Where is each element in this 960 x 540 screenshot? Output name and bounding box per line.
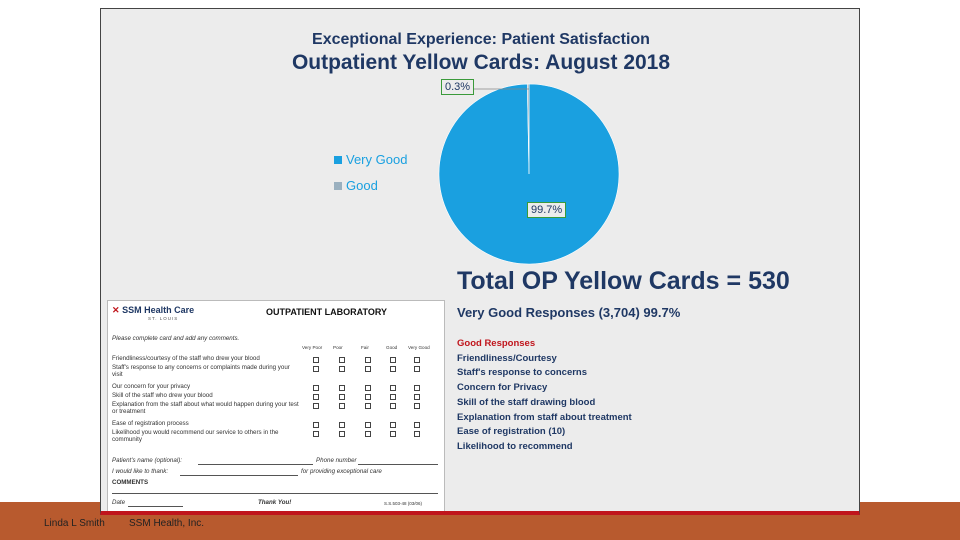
card-phone-label: Phone number [316,457,357,464]
card-checkbox [414,394,420,400]
card-checkbox [365,422,371,428]
col-fair: Fair [361,345,369,350]
card-phone-line [358,464,438,465]
col-poor: Poor [333,345,343,350]
card-date-line [128,506,183,507]
good-item: Concern for Privacy [457,382,548,394]
survey-card-image: ✕ SSM Health Care ST. LOUIS OUTPATIENT L… [107,300,445,511]
card-checkbox [365,385,371,391]
legend-swatch-good [334,181,342,190]
slide-title: Outpatient Yellow Cards: August 2018 [291,51,671,74]
card-checkbox [339,403,345,409]
good-responses-heading: Good Responses [457,338,536,349]
card-checkbox [365,357,371,363]
card-checkbox [313,431,319,437]
card-checkbox [313,422,319,428]
card-checkbox [339,422,345,428]
card-checkbox [339,394,345,400]
slide: Exceptional Experience: Patient Satisfac… [100,8,860,515]
card-checkbox [414,431,420,437]
pie-chart [438,83,620,265]
card-question: Staff's response to any concerns or comp… [112,364,290,378]
card-question: Our concern for your privacy [112,383,191,390]
footer-org: SSM Health, Inc. [129,518,205,529]
footer-author: Linda L Smith [44,518,105,529]
card-thank-label: I would like to thank: [112,468,169,475]
card-checkbox [365,366,371,372]
card-thank-suffix: for providing exceptional care [301,468,382,475]
card-question: Skill of the staff who drew your blood [112,392,213,399]
card-question: Ease of registration process [112,420,189,427]
card-checkbox [339,431,345,437]
card-checkbox [390,357,396,363]
card-checkbox [313,357,319,363]
legend-item-very-good: Very Good [334,152,407,167]
card-form-code: S.S.503-48 (03/06) [384,501,423,506]
card-question: Likelihood you would recommend our servi… [112,429,279,443]
very-good-responses: Very Good Responses (3,704) 99.7% [457,305,681,320]
card-checkbox [414,366,420,372]
card-checkbox [339,357,345,363]
card-checkbox [390,385,396,391]
good-item: Ease of registration (10) [457,426,566,438]
card-checkbox [365,403,371,409]
pie-slice-good [526,83,530,175]
card-location: ST. LOUIS [148,316,179,321]
slide-supertitle: Exceptional Experience: Patient Satisfac… [312,31,650,48]
card-checkbox [414,422,420,428]
card-checkbox [365,394,371,400]
card-thanks: Thank You! [258,499,292,506]
card-checkbox [390,394,396,400]
good-item: Friendliness/Courtesy [457,352,557,364]
card-date-label: Date [112,499,126,506]
card-checkbox [339,366,345,372]
card-checkbox [414,357,420,363]
card-comments-label: COMMENTS [112,479,149,486]
card-checkbox [414,403,420,409]
card-checkbox [339,385,345,391]
ssm-logo: ✕ SSM Health Care [112,305,195,315]
card-question: Friendliness/courtesy of the staff who d… [112,355,260,362]
legend-label-very-good: Very Good [346,152,408,167]
col-good: Good [386,345,398,350]
good-item: Staff's response to concerns [457,367,588,379]
card-name-line [198,464,313,465]
card-checkbox [313,385,319,391]
card-checkbox [390,403,396,409]
legend-item-good: Good [334,178,378,193]
card-title: OUTPATIENT LABORATORY [266,307,387,317]
card-comments-line [112,493,438,494]
card-question: Explanation from the staff about what wo… [112,401,299,415]
ssm-logo-text: SSM Health Care [122,305,195,315]
col-very-poor: Very Poor [302,345,323,350]
data-label-very-good: 99.7% [527,202,567,218]
legend-swatch-very-good [334,155,342,164]
good-responses-list: Good Responses Friendliness/Courtesy Sta… [457,337,632,455]
card-checkbox [390,431,396,437]
card-checkbox [313,394,319,400]
card-thank-line [180,475,298,476]
card-name-label: Patient's name (optional): [112,457,182,464]
card-checkbox [390,422,396,428]
col-very-good: Very Good [408,345,430,350]
good-item: Skill of the staff drawing blood [457,396,596,408]
legend-label-good: Good [346,178,378,193]
card-instructions: Please complete card and add any comment… [112,335,240,342]
card-checkbox [390,366,396,372]
card-checkbox [313,403,319,409]
card-checkbox [365,431,371,437]
good-item: Explanation from staff about treatment [457,411,632,423]
good-item: Likelihood to recommend [457,440,573,452]
data-label-good: 0.3% [441,79,475,95]
card-checkbox [313,366,319,372]
total-cards: Total OP Yellow Cards = 530 [457,267,790,295]
card-checkbox [414,385,420,391]
